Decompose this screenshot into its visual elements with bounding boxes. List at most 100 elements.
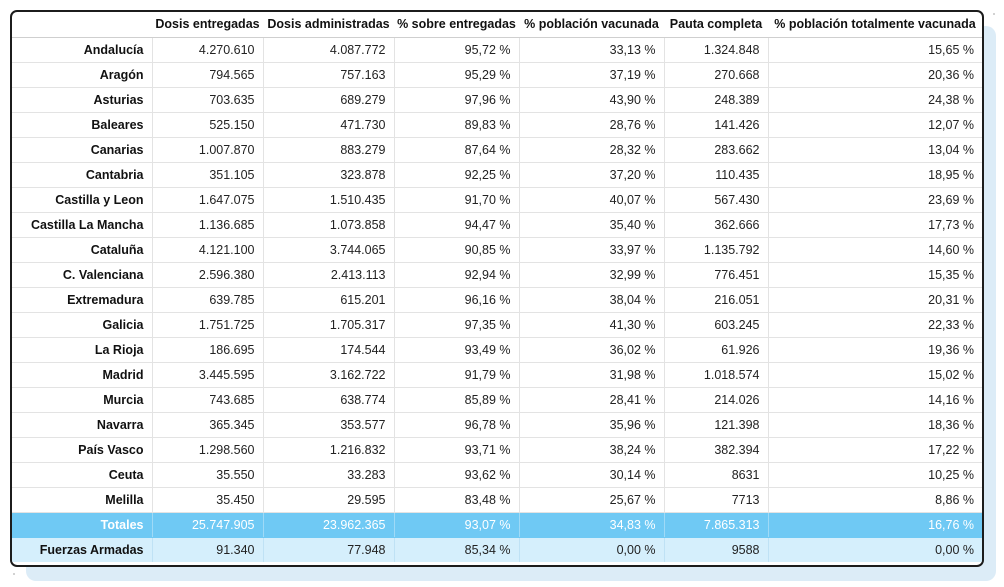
cell-pct-poblacion-vacunada: 30,14 % xyxy=(519,462,665,488)
cell-dosis-entregadas: 4.270.610 xyxy=(152,37,264,63)
cell-pct-sobre-entregadas: 90,85 % xyxy=(394,237,520,263)
cell-pct-poblacion-vacunada: 31,98 % xyxy=(519,362,665,388)
cell-region: La Rioja xyxy=(12,337,153,363)
cell-dosis-entregadas: 703.635 xyxy=(152,87,264,113)
cell-dosis-administradas: 1.216.832 xyxy=(263,437,395,463)
header-pauta-completa[interactable]: Pauta completa xyxy=(664,12,768,38)
header-pct-sobre-entregadas[interactable]: % sobre entregadas xyxy=(394,12,519,38)
cell-region: Andalucía xyxy=(12,37,153,63)
cell-pct-totalmente-vacunada: 15,35 % xyxy=(768,262,982,288)
cell-pct-sobre-entregadas: 85,34 % xyxy=(394,537,520,562)
header-row: Dosis entregadas Dosis administradas % s… xyxy=(12,12,982,38)
cell-pauta-completa: 283.662 xyxy=(664,137,769,163)
header-dosis-entregadas[interactable]: Dosis entregadas xyxy=(152,12,263,38)
cell-pct-sobre-entregadas: 83,48 % xyxy=(394,487,520,513)
cell-pct-poblacion-vacunada: 33,97 % xyxy=(519,237,665,263)
table-row: Cataluña 4.121.100 3.744.065 90,85 % 33,97 %… xyxy=(12,237,982,263)
cell-pct-sobre-entregadas: 93,71 % xyxy=(394,437,520,463)
cell-dosis-entregadas: 794.565 xyxy=(152,62,264,88)
header-pct-poblacion-vacunada[interactable]: % población vacunada xyxy=(519,12,664,38)
cell-dosis-administradas: 3.744.065 xyxy=(263,237,395,263)
totals-row: Totales 25.747.905 23.962.365 93,07 % 34,83 … xyxy=(12,512,982,538)
cell-pct-poblacion-vacunada: 41,30 % xyxy=(519,312,665,338)
cell-dosis-entregadas: 1.298.560 xyxy=(152,437,264,463)
table-row: Canarias 1.007.870 883.279 87,64 % 28,32 % 28… xyxy=(12,137,982,163)
cell-dosis-administradas: 1.073.858 xyxy=(263,212,395,238)
table-row: Murcia 743.685 638.774 85,89 % 28,41 % 214.02… xyxy=(12,387,982,413)
cell-dosis-entregadas: 35.550 xyxy=(152,462,264,488)
cell-pauta-completa: 141.426 xyxy=(664,112,769,138)
cell-pct-totalmente-vacunada: 18,36 % xyxy=(768,412,982,438)
cell-pct-sobre-entregadas: 94,47 % xyxy=(394,212,520,238)
cell-region: Murcia xyxy=(12,387,153,413)
header-pct-totalmente-vacunada[interactable]: % población totalmente vacunada xyxy=(768,12,982,38)
cell-pauta-completa: 7713 xyxy=(664,487,769,513)
cell-pct-totalmente-vacunada: 8,86 % xyxy=(768,487,982,513)
cell-pct-sobre-entregadas: 96,16 % xyxy=(394,287,520,313)
cell-dosis-administradas: 615.201 xyxy=(263,287,395,313)
cell-pauta-completa: 1.135.792 xyxy=(664,237,769,263)
cell-pauta-completa: 8631 xyxy=(664,462,769,488)
cell-dosis-entregadas: 186.695 xyxy=(152,337,264,363)
cell-dosis-administradas: 174.544 xyxy=(263,337,395,363)
cell-pct-totalmente-vacunada: 17,22 % xyxy=(768,437,982,463)
cell-dosis-administradas: 689.279 xyxy=(263,87,395,113)
cell-dosis-entregadas: 4.121.100 xyxy=(152,237,264,263)
cell-region: País Vasco xyxy=(12,437,153,463)
cell-dosis-entregadas: 35.450 xyxy=(152,487,264,513)
table-row: Castilla y Leon 1.647.075 1.510.435 91,70 %… xyxy=(12,187,982,213)
cell-pct-poblacion-vacunada: 38,04 % xyxy=(519,287,665,313)
fuerzas-armadas-row: Fuerzas Armadas 91.340 77.948 85,34 % 0,00 %… xyxy=(12,537,982,562)
cell-pct-sobre-entregadas: 92,94 % xyxy=(394,262,520,288)
cell-pct-totalmente-vacunada: 14,60 % xyxy=(768,237,982,263)
cell-pct-totalmente-vacunada: 16,76 % xyxy=(768,512,982,538)
cell-pct-poblacion-vacunada: 34,83 % xyxy=(519,512,665,538)
table-row: C. Valenciana 2.596.380 2.413.113 92,94 % 32… xyxy=(12,262,982,288)
cell-pct-totalmente-vacunada: 20,36 % xyxy=(768,62,982,88)
cell-pct-sobre-entregadas: 91,70 % xyxy=(394,187,520,213)
cell-dosis-administradas: 883.279 xyxy=(263,137,395,163)
cell-pct-poblacion-vacunada: 35,40 % xyxy=(519,212,665,238)
cell-pct-totalmente-vacunada: 12,07 % xyxy=(768,112,982,138)
cell-dosis-administradas: 77.948 xyxy=(263,537,395,562)
cell-pct-poblacion-vacunada: 28,41 % xyxy=(519,387,665,413)
cell-region: Melilla xyxy=(12,487,153,513)
cell-dosis-administradas: 471.730 xyxy=(263,112,395,138)
cell-dosis-administradas: 23.962.365 xyxy=(263,512,395,538)
cell-dosis-entregadas: 365.345 xyxy=(152,412,264,438)
cell-pct-totalmente-vacunada: 23,69 % xyxy=(768,187,982,213)
table-row: Andalucía 4.270.610 4.087.772 95,72 % 33,13 … xyxy=(12,37,982,63)
cell-pauta-completa: 9588 xyxy=(664,537,769,562)
cell-pct-totalmente-vacunada: 20,31 % xyxy=(768,287,982,313)
cell-pct-poblacion-vacunada: 36,02 % xyxy=(519,337,665,363)
table-row: Ceuta 35.550 33.283 93,62 % 30,14 % 8631 10,25… xyxy=(12,462,982,488)
cell-dosis-entregadas: 91.340 xyxy=(152,537,264,562)
table-row: Melilla 35.450 29.595 83,48 % 25,67 % 7713 8,8… xyxy=(12,487,982,513)
table-row: País Vasco 1.298.560 1.216.832 93,71 % 38,24… xyxy=(12,437,982,463)
cell-dosis-entregadas: 25.747.905 xyxy=(152,512,264,538)
cell-dosis-administradas: 757.163 xyxy=(263,62,395,88)
cell-dosis-administradas: 638.774 xyxy=(263,387,395,413)
cell-pct-poblacion-vacunada: 28,76 % xyxy=(519,112,665,138)
vaccination-table-card: Dosis entregadas Dosis administradas % s… xyxy=(10,10,984,567)
cell-dosis-entregadas: 2.596.380 xyxy=(152,262,264,288)
cell-pct-poblacion-vacunada: 38,24 % xyxy=(519,437,665,463)
cell-pct-totalmente-vacunada: 15,65 % xyxy=(768,37,982,63)
cell-pct-poblacion-vacunada: 25,67 % xyxy=(519,487,665,513)
cell-dosis-entregadas: 1.647.075 xyxy=(152,187,264,213)
cell-dosis-entregadas: 525.150 xyxy=(152,112,264,138)
cell-region: Ceuta xyxy=(12,462,153,488)
table-row: Extremadura 639.785 615.201 96,16 % 38,04 % 2… xyxy=(12,287,982,313)
cell-pauta-completa: 121.398 xyxy=(664,412,769,438)
cell-pauta-completa: 362.666 xyxy=(664,212,769,238)
cell-pct-totalmente-vacunada: 0,00 % xyxy=(768,537,982,562)
header-dosis-administradas[interactable]: Dosis administradas xyxy=(263,12,394,38)
table-row: Madrid 3.445.595 3.162.722 91,79 % 31,98 % 1.… xyxy=(12,362,982,388)
table-row: Baleares 525.150 471.730 89,83 % 28,76 % 141.… xyxy=(12,112,982,138)
table-body: Andalucía 4.270.610 4.087.772 95,72 % 33,13 … xyxy=(12,37,982,562)
cell-dosis-entregadas: 1.136.685 xyxy=(152,212,264,238)
table-row: Aragón 794.565 757.163 95,29 % 37,19 % 270.66… xyxy=(12,62,982,88)
cell-pct-sobre-entregadas: 97,96 % xyxy=(394,87,520,113)
cell-pct-poblacion-vacunada: 32,99 % xyxy=(519,262,665,288)
cell-pct-totalmente-vacunada: 10,25 % xyxy=(768,462,982,488)
